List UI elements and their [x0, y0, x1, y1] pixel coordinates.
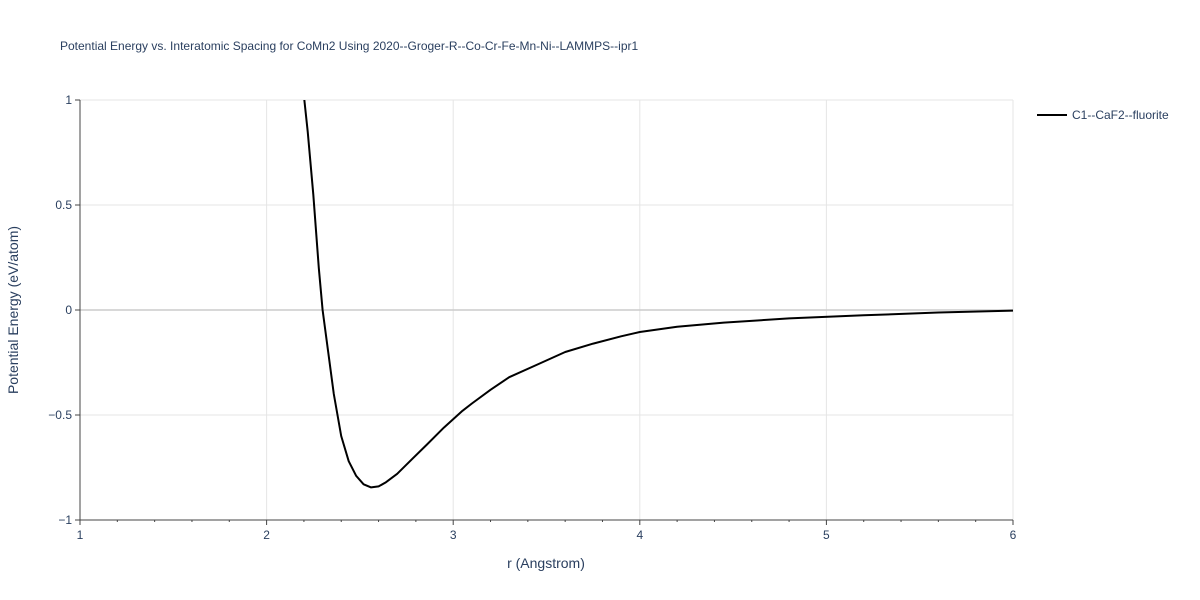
chart-title: Potential Energy vs. Interatomic Spacing…	[60, 39, 638, 53]
legend-label: C1--CaF2--fluorite	[1072, 108, 1169, 122]
x-tick-label: 1	[77, 528, 84, 542]
legend: C1--CaF2--fluorite	[1037, 108, 1169, 122]
y-tick-label: 0.5	[55, 198, 72, 212]
series-line	[303, 100, 1013, 489]
x-tick-label: 3	[450, 528, 457, 542]
x-tick-label: 5	[823, 528, 830, 542]
x-tick-label: 6	[1010, 528, 1017, 542]
grid	[80, 99, 1014, 520]
y-tick-label: 1	[65, 93, 72, 107]
y-tick-label: −0.5	[48, 408, 72, 422]
axes: 1 2 3 4 5 6 −1 −0.5 0 0.5 1	[48, 93, 1016, 542]
x-tick-label: 4	[636, 528, 643, 542]
y-tick-label: 0	[65, 303, 72, 317]
y-axis-title: Potential Energy (eV/atom)	[5, 226, 21, 394]
series-layer	[303, 100, 1013, 489]
x-tick-label: 2	[263, 528, 270, 542]
y-tick-label: −1	[58, 513, 72, 527]
x-axis-title: r (Angstrom)	[507, 555, 585, 571]
